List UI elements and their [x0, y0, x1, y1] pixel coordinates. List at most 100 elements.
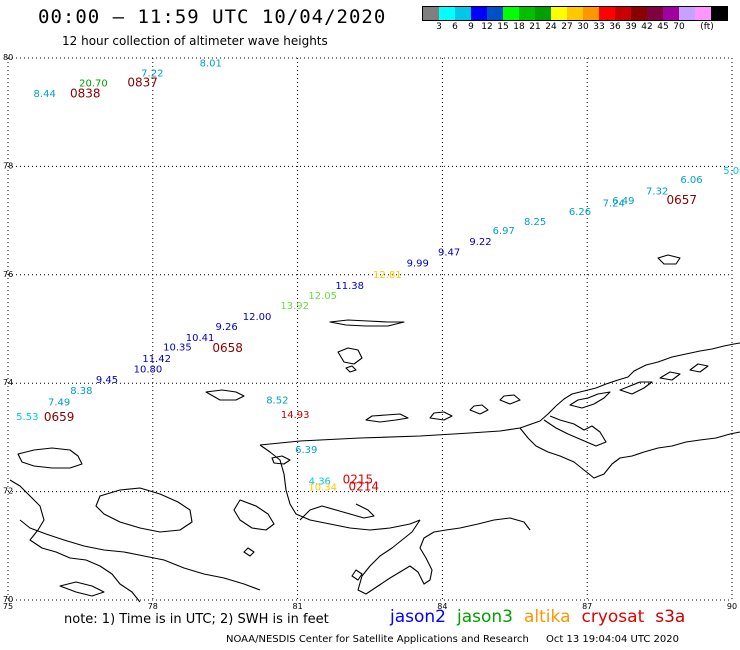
legend-unit: (ft) [700, 22, 714, 32]
color-legend: 3 6 9 12 15 18 21 24 27 30 33 36 39 42 45 70 (ft) [422, 6, 728, 35]
wave-height-label: 12.81 [373, 270, 402, 281]
legend-swatch [503, 7, 519, 20]
legend-swatch [567, 7, 583, 20]
wave-height-label: 6.49 [612, 196, 634, 207]
page-subtitle: 12 hour collection of altimeter wave hei… [62, 34, 328, 48]
legend-tick: 15 [497, 22, 509, 32]
legend-swatch [583, 7, 599, 20]
wave-height-label: 9.99 [407, 259, 429, 270]
legend-tick: 39 [625, 22, 637, 32]
footer-note: note: 1) Time is in UTC; 2) SWH is in fe… [64, 612, 329, 627]
longitude-label: 84 [437, 602, 447, 611]
legend-swatch [711, 7, 727, 20]
wave-height-label: 11.42 [142, 354, 171, 365]
pass-time-label: 0657 [667, 193, 698, 207]
wave-height-label: 9.47 [438, 247, 460, 258]
pass-time-label: 0658 [212, 341, 243, 355]
wave-height-label: 6.06 [680, 175, 702, 186]
pass-time-label: 0838 [70, 87, 101, 101]
legend-tick: 45 [657, 22, 669, 32]
latitude-label: 74 [3, 378, 13, 387]
legend-tick: 9 [468, 22, 474, 32]
legend-swatch [647, 7, 663, 20]
legend-swatch [615, 7, 631, 20]
wave-height-label: 6.39 [295, 445, 317, 456]
wave-height-label: 10.41 [186, 333, 215, 344]
longitude-label: 78 [148, 602, 158, 611]
wave-height-label: 8.01 [200, 59, 222, 70]
legend-tick: 18 [513, 22, 525, 32]
wave-height-label: 6.97 [493, 226, 515, 237]
wave-height-labels: 8.44 20.70 7.22 8.01 5.00 6.06 7.32 6.497.24 6.2… [16, 59, 740, 494]
legend-tick: 42 [641, 22, 653, 32]
wave-height-label: 20.70 [79, 79, 108, 90]
legend-swatch [423, 7, 439, 20]
legend-swatch [679, 7, 695, 20]
wave-height-label: 9.45 [96, 375, 118, 386]
legend-tick: 70 [673, 22, 685, 32]
wave-height-label: 8.44 [34, 89, 56, 100]
wave-height-label: 11.38 [335, 281, 364, 292]
wave-height-label: 5.53 [16, 412, 38, 423]
longitude-labels: 75 78 81 84 87 90 [3, 602, 737, 611]
wave-height-label: 6.26 [569, 207, 591, 218]
graticule [7, 57, 733, 601]
satellite-name: jason3 [457, 607, 513, 627]
legend-swatch [631, 7, 647, 20]
legend-swatch [471, 7, 487, 20]
wave-height-label: 9.26 [216, 322, 238, 333]
pass-time-label: 0837 [127, 76, 158, 90]
wave-height-label: 7.24 [603, 199, 625, 210]
legend-tick: 27 [561, 22, 573, 32]
legend-tick: 3 [436, 22, 442, 32]
legend-tick: 6 [452, 22, 458, 32]
latitude-labels: 80 78 76 74 72 70 [3, 53, 13, 604]
satellite-name: cryosat [581, 607, 645, 627]
latitude-label: 70 [3, 595, 13, 604]
wave-height-label: 8.38 [70, 386, 92, 397]
legend-tick: 33 [593, 22, 605, 32]
wave-height-label: 9.22 [469, 237, 491, 248]
legend-swatch [535, 7, 551, 20]
wave-height-label: 7.32 [646, 187, 668, 198]
latitude-label: 72 [3, 487, 13, 496]
legend-tick: 24 [545, 22, 557, 32]
wave-height-label: 4.36 [309, 477, 331, 488]
footer-credit: NOAA/NESDIS Center for Satellite Applica… [226, 634, 679, 645]
coastline [9, 254, 740, 603]
legend-tick: 21 [529, 22, 541, 32]
legend-swatch [455, 7, 471, 20]
latitude-label: 76 [3, 270, 13, 279]
wave-height-label: 10.35 [163, 343, 192, 354]
wave-height-label: 8.52 [266, 395, 288, 406]
wave-height-label: 7.49 [48, 397, 70, 408]
credit-text: NOAA/NESDIS Center for Satellite Applica… [226, 634, 529, 645]
wave-height-label: 13.92 [280, 301, 309, 312]
legend-swatch [487, 7, 503, 20]
longitude-label: 81 [293, 602, 303, 611]
legend-tick: 12 [481, 22, 493, 32]
legend-swatches [422, 6, 728, 21]
satellite-name: s3a [655, 607, 686, 627]
longitude-label: 87 [582, 602, 592, 611]
satellite-name: jason2 [390, 607, 446, 627]
legend-ticks: 3 6 9 12 15 18 21 24 27 30 33 36 39 42 45 70 (ft) [422, 21, 728, 35]
generated-timestamp: Oct 13 19:04:04 UTC 2020 [546, 634, 679, 645]
wave-height-label: 10.80 [134, 364, 163, 375]
legend-swatch [519, 7, 535, 20]
pass-time-label: 0215 [343, 472, 374, 486]
satellite-name: altika [524, 607, 571, 627]
wave-height-label: 14.93 [281, 410, 310, 421]
wave-height-label: 12.05 [308, 291, 337, 302]
latitude-label: 78 [3, 161, 13, 170]
longitude-label: 90 [727, 602, 737, 611]
wave-height-label: 10.34 [308, 483, 337, 494]
page-title: 00:00 – 11:59 UTC 10/04/2020 [38, 6, 387, 28]
wave-height-label: 8.25 [524, 217, 546, 228]
latitude-label: 80 [3, 53, 13, 62]
legend-swatch [439, 7, 455, 20]
legend-swatch [551, 7, 567, 20]
legend-swatch [663, 7, 679, 20]
